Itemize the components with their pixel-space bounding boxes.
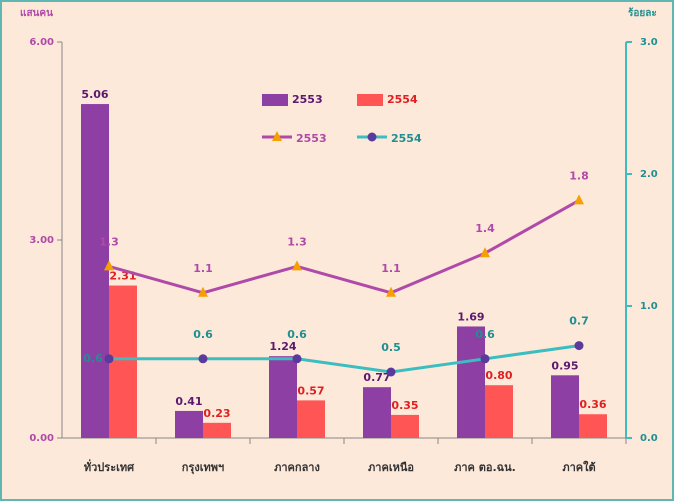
point-value-label: 0.5 <box>381 341 401 354</box>
bar <box>485 385 513 438</box>
point <box>574 341 584 351</box>
bar <box>269 356 297 438</box>
line <box>109 344 580 374</box>
legend-label: 2554 <box>391 132 422 145</box>
bar <box>579 414 607 438</box>
x-tick-label: ภาคเหนือ <box>368 461 414 474</box>
legend-label: 2553 <box>296 132 327 145</box>
point-value-label: 1.1 <box>381 262 401 275</box>
y2-tick-label: 3.0 <box>640 37 658 48</box>
legend-marker <box>272 131 282 141</box>
legend-swatch <box>357 94 383 106</box>
bar-value-label: 0.35 <box>391 399 418 412</box>
point <box>292 354 302 364</box>
bar-value-label: 0.57 <box>297 384 324 397</box>
point-value-label: 1.8 <box>569 169 589 182</box>
point-value-label: 1.3 <box>287 235 307 248</box>
y2-tick-label: 0.0 <box>640 433 658 444</box>
bar <box>363 387 391 438</box>
bar <box>551 375 579 438</box>
bar-value-label: 0.41 <box>175 395 202 408</box>
x-tick-label: กรุงเทพฯ <box>182 461 224 475</box>
legend-marker <box>367 132 377 142</box>
point <box>480 247 490 258</box>
point <box>198 354 208 364</box>
bar-value-label: 0.77 <box>363 371 390 384</box>
point <box>386 286 396 297</box>
line <box>108 199 580 295</box>
y2-axis-label: ร้อยละ <box>628 7 657 19</box>
point <box>104 260 114 271</box>
bar-value-label: 1.69 <box>457 310 484 323</box>
point-value-label: 0.6 <box>475 328 495 341</box>
y-tick-label: 3.00 <box>29 235 54 246</box>
bar <box>457 326 485 438</box>
point-value-label: 0.7 <box>569 315 589 328</box>
bar <box>203 422 231 438</box>
point <box>104 354 114 364</box>
bar-value-label: 0.36 <box>579 398 606 411</box>
y2-tick-label: 2.0 <box>640 169 658 180</box>
y-tick-label: 0.00 <box>29 433 54 444</box>
legend-label: 2553 <box>292 93 323 106</box>
bar-value-label: 5.06 <box>81 88 108 101</box>
x-tick-label: ภาคใต้ <box>562 460 595 474</box>
point-value-label: 0.6 <box>193 328 213 341</box>
point-value-label: 0.6 <box>83 352 103 365</box>
point <box>386 367 396 377</box>
point-value-label: 1.1 <box>193 262 213 275</box>
x-tick-label: ภาค ตอ.ฉน. <box>454 461 516 474</box>
point <box>574 194 584 205</box>
bar-value-label: 0.23 <box>203 407 230 420</box>
point-value-label: 1.3 <box>99 235 119 248</box>
bar-value-label: 0.80 <box>485 369 512 382</box>
bar <box>81 104 109 438</box>
x-tick-label: ทั่วประเทศ <box>84 459 135 474</box>
y-tick-label: 6.00 <box>29 37 54 48</box>
x-tick-label: ภาคกลาง <box>274 461 320 474</box>
point-value-label: 1.4 <box>475 222 495 235</box>
legend-label: 2554 <box>387 93 418 106</box>
bar-value-label: 0.95 <box>551 359 578 372</box>
point-value-label: 0.6 <box>287 328 307 341</box>
y-axis-label: แสนคน <box>20 8 53 19</box>
legend-swatch <box>262 94 288 106</box>
bar <box>175 410 203 438</box>
point <box>480 354 490 364</box>
point <box>198 286 208 297</box>
bar <box>391 414 419 438</box>
bar <box>109 285 137 438</box>
bar <box>297 400 325 438</box>
y2-tick-label: 1.0 <box>640 301 658 312</box>
bar-value-label: 1.24 <box>269 340 296 353</box>
point <box>292 260 302 271</box>
